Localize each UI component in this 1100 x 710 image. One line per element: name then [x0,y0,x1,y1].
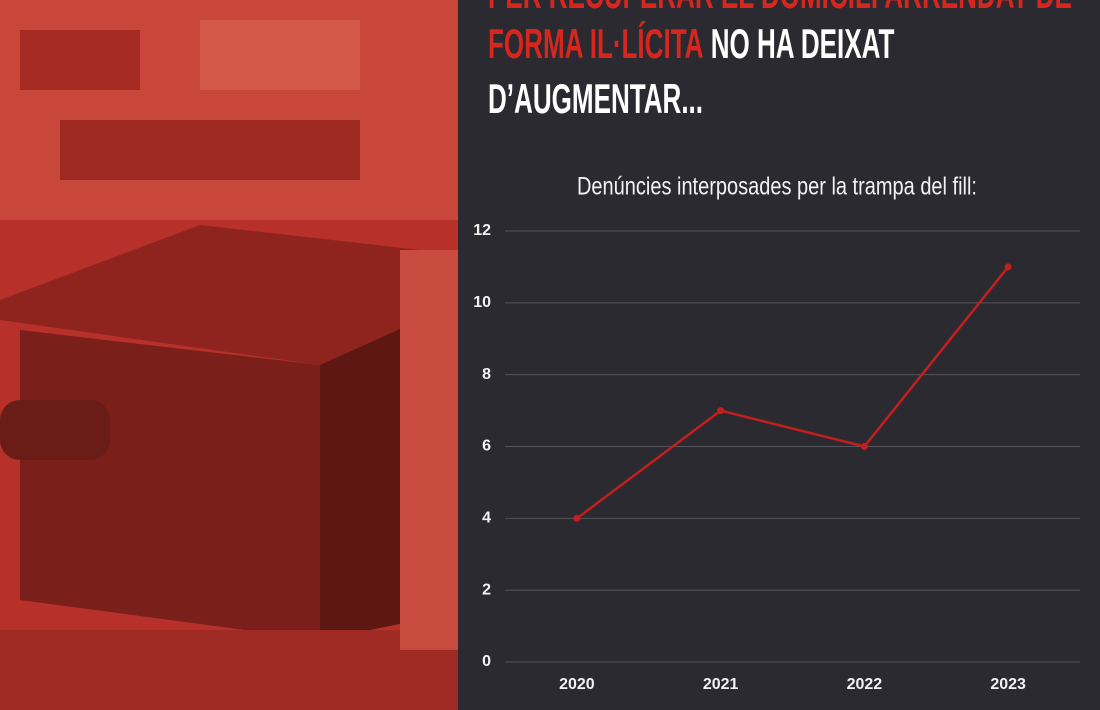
photo-roof [200,20,360,90]
headline-segment: FORMA IL·LÍCITA [488,20,703,68]
y-tick-label: 0 [482,653,491,670]
data-point [1004,263,1012,271]
y-tick-label: 4 [482,510,491,527]
headline-segment: D’AUGMENTAR... [488,76,703,123]
headline-line: FORMA IL·LÍCITA NO HA DEIXAT [488,20,894,68]
x-tick-label: 2023 [990,676,1026,693]
y-tick-label: 12 [473,222,491,239]
photo-street [0,630,458,710]
photo-building-front [20,330,320,640]
data-point [860,443,868,450]
y-tick-label: 10 [473,294,491,311]
x-tick-label: 2022 [847,676,883,693]
photo-building-side [320,320,420,640]
headline-segment: NO HA DEIXAT [703,21,894,68]
photo-building-roof [0,225,430,365]
y-tick-label: 6 [482,438,491,455]
data-point [717,407,725,415]
photo-pipe [0,400,110,460]
plot: 0 2 4 6 8 10 12 2020 2021 2022 2023 [473,222,1080,693]
y-tick-label: 2 [482,581,491,598]
x-tick-label: 2021 [703,676,739,693]
photo [0,0,458,710]
y-tick-label: 8 [482,366,491,383]
photo-roof [60,120,360,180]
data-line [576,266,1010,520]
headline-segment: PER RECUPERAR EL DOMICILI ARRENDAT DE [488,0,1072,18]
chart-title: Denúncies interposades per la trampa del… [577,173,977,201]
x-tick-label: 2020 [559,676,595,693]
headline-line: PER RECUPERAR EL DOMICILI ARRENDAT DE [488,0,1072,18]
photo-roof [20,30,140,90]
headline-line: D’AUGMENTAR... [488,76,703,123]
headline: PER RECUPERAR EL DOMICILI ARRENDAT DE FOR… [488,0,1072,123]
photo-wall [400,250,458,650]
data-point [573,514,581,522]
